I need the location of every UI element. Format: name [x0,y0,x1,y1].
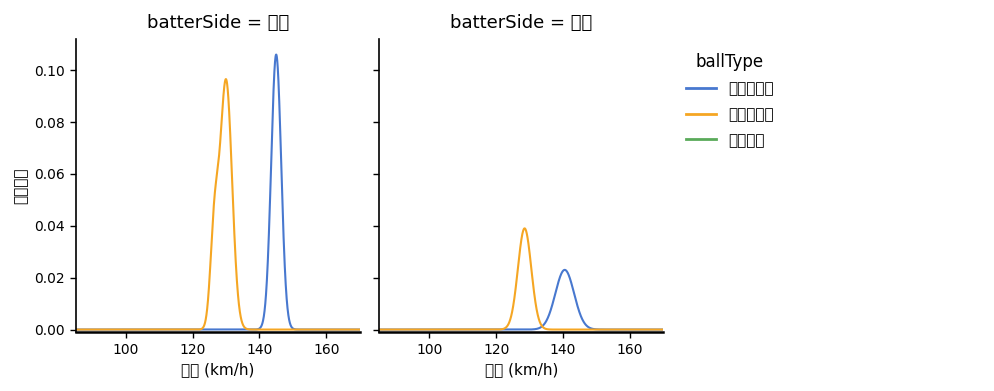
X-axis label: 球速 (km/h): 球速 (km/h) [181,362,254,377]
Y-axis label: 確率密度: 確率密度 [14,167,29,204]
Title: batterSide = 右打: batterSide = 右打 [146,14,288,32]
Title: batterSide = 左打: batterSide = 左打 [449,14,591,32]
X-axis label: 球速 (km/h): 球速 (km/h) [484,362,558,377]
Legend: ストレート, スライダー, シンカー: ストレート, スライダー, シンカー [679,47,779,154]
